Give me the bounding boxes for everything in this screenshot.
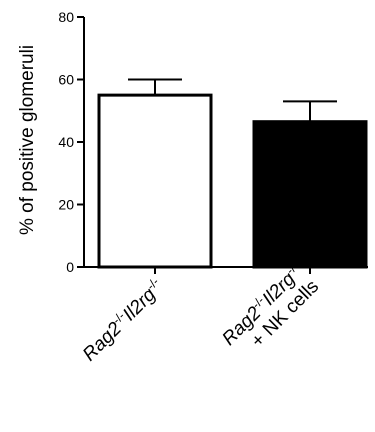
x-tick-label-line: Rag2-/-Il2rg-/-: [78, 275, 169, 366]
x-axis: [84, 266, 368, 274]
bar: [97, 93, 213, 269]
y-tick-label: 20: [58, 197, 74, 213]
y-axis-label: % of positive glomeruli: [17, 45, 38, 235]
y-axis: 0 20 40 60 80: [58, 9, 85, 275]
y-tick-label: 80: [58, 9, 74, 25]
bars: [97, 78, 368, 269]
x-tick-label: Rag2-/-Il2rg-/-+ NK cells: [218, 259, 323, 352]
category-labels: Rag2-/-Il2rg-/- Rag2-/-Il2rg-/-+ NK cells: [78, 259, 323, 366]
y-tick-label: 40: [58, 134, 74, 150]
x-tick-label: Rag2-/-Il2rg-/-: [78, 275, 169, 366]
bar: [252, 120, 368, 269]
y-tick-label: 0: [66, 259, 74, 275]
y-tick-label: 60: [58, 72, 74, 88]
